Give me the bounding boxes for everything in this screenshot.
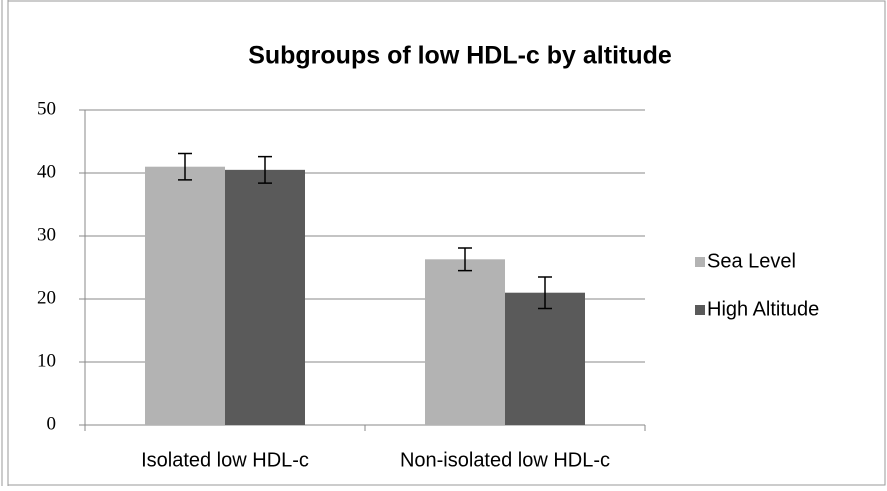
x-tick-label: Isolated low HDL-c <box>141 449 309 471</box>
x-tick-label: Non-isolated low HDL-c <box>400 449 610 471</box>
bar <box>425 259 505 425</box>
y-tick-label: 40 <box>37 161 56 182</box>
chart-title: Subgroups of low HDL-c by altitude <box>248 42 672 70</box>
legend-label: High Altitude <box>707 298 819 320</box>
y-tick-label: 0 <box>47 413 57 434</box>
bar <box>505 292 585 425</box>
bar <box>225 169 305 425</box>
bar <box>145 166 225 425</box>
y-tick-label: 50 <box>37 98 56 119</box>
error-bar <box>538 276 552 310</box>
y-tick-label: 30 <box>37 224 56 245</box>
error-bar <box>178 152 192 181</box>
y-tick-label: 20 <box>37 287 56 308</box>
error-bar <box>458 247 472 272</box>
legend-label: Sea Level <box>707 250 796 272</box>
legend-swatch <box>695 257 705 267</box>
frame <box>7 0 886 486</box>
y-tick-label: 10 <box>37 350 56 371</box>
legend-swatch <box>695 305 705 315</box>
error-bar <box>258 155 272 184</box>
